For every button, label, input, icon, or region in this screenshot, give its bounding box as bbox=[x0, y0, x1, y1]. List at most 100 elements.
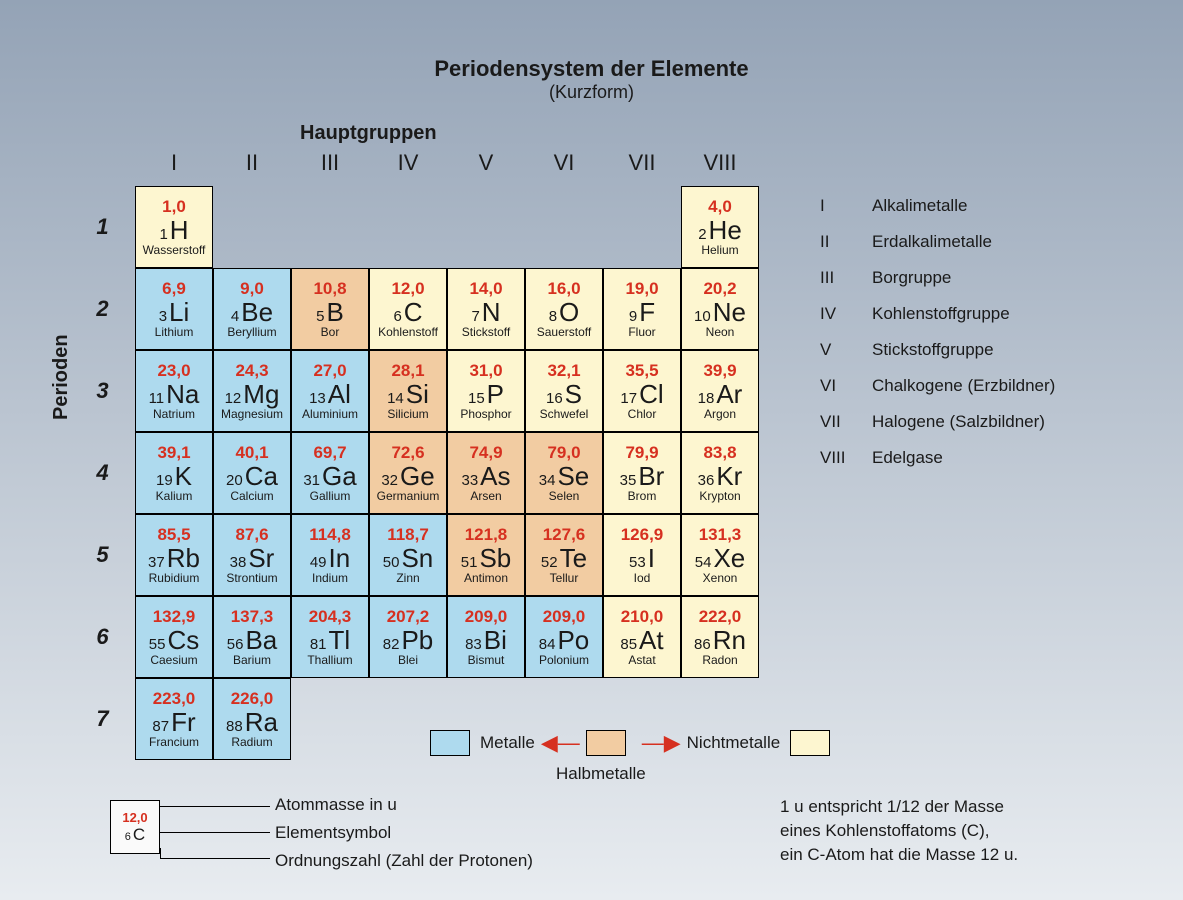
element-mass: 207,2 bbox=[387, 608, 430, 625]
element-symbol: Sn bbox=[401, 545, 433, 571]
element-symbol: Rb bbox=[167, 545, 200, 571]
element-symbol: N bbox=[482, 299, 501, 325]
column-header: VI bbox=[525, 150, 603, 176]
element-mass: 204,3 bbox=[309, 608, 352, 625]
element-symbol: Ra bbox=[245, 709, 278, 735]
element-name: Caesium bbox=[150, 654, 197, 666]
element-symbol: Te bbox=[560, 545, 587, 571]
element-number: 53 bbox=[629, 555, 646, 570]
element-symbol: Ba bbox=[245, 627, 277, 653]
category-legend: Metalle ◀— —▶ Nichtmetalle bbox=[430, 730, 840, 756]
element-mass: 114,8 bbox=[309, 526, 351, 543]
element-mass: 4,0 bbox=[708, 198, 732, 215]
element-cell: 27,013AlAluminium bbox=[291, 350, 369, 432]
element-number: 32 bbox=[381, 473, 398, 488]
label-metalle: Metalle bbox=[480, 733, 535, 753]
element-symbol: C bbox=[404, 299, 423, 325]
element-cell: 79,034SeSelen bbox=[525, 432, 603, 514]
group-number: III bbox=[820, 268, 872, 288]
element-name: Blei bbox=[398, 654, 418, 666]
group-number: VI bbox=[820, 376, 872, 396]
group-number: II bbox=[820, 232, 872, 252]
element-mass: 28,1 bbox=[391, 362, 424, 379]
element-cell: 209,084PoPolonium bbox=[525, 596, 603, 678]
element-mass: 35,5 bbox=[625, 362, 658, 379]
group-name: Borgruppe bbox=[872, 268, 951, 288]
element-number: 1 bbox=[159, 227, 167, 242]
element-cell: 222,086RnRadon bbox=[681, 596, 759, 678]
element-symbol: I bbox=[648, 545, 655, 571]
element-number: 51 bbox=[461, 555, 478, 570]
element-name: Sauerstoff bbox=[537, 326, 591, 338]
element-mass: 79,9 bbox=[625, 444, 658, 461]
group-name: Erdalkalimetalle bbox=[872, 232, 992, 252]
element-mass: 12,0 bbox=[391, 280, 424, 297]
element-number: 88 bbox=[226, 719, 243, 734]
element-mass: 85,5 bbox=[157, 526, 190, 543]
group-legend-row: IIIBorgruppe bbox=[820, 268, 1055, 288]
swatch-metal bbox=[430, 730, 470, 756]
element-cell: 132,955CsCaesium bbox=[135, 596, 213, 678]
element-number: 35 bbox=[620, 473, 637, 488]
key-label-ordnungszahl: Ordnungszahl (Zahl der Protonen) bbox=[275, 851, 533, 871]
group-legend-row: VIIHalogene (Salzbildner) bbox=[820, 412, 1055, 432]
element-name: Kalium bbox=[156, 490, 193, 502]
element-mass: 118,7 bbox=[387, 526, 429, 543]
element-name: Wasserstoff bbox=[143, 244, 206, 256]
row-header: 1 bbox=[80, 186, 125, 268]
element-mass: 14,0 bbox=[469, 280, 502, 297]
element-cell: 12,06CKohlenstoff bbox=[369, 268, 447, 350]
key-label-atommasse: Atommasse in u bbox=[275, 795, 533, 815]
element-cell: 223,087FrFrancium bbox=[135, 678, 213, 760]
element-name: Gallium bbox=[310, 490, 351, 502]
element-name: Strontium bbox=[226, 572, 277, 584]
element-symbol: H bbox=[170, 217, 189, 243]
label-nichtmetalle: Nichtmetalle bbox=[687, 733, 781, 753]
element-name: Radon bbox=[702, 654, 737, 666]
element-mass: 32,1 bbox=[547, 362, 580, 379]
element-number: 10 bbox=[694, 309, 711, 324]
element-symbol: Ga bbox=[322, 463, 357, 489]
element-name: Beryllium bbox=[227, 326, 276, 338]
element-number: 37 bbox=[148, 555, 165, 570]
legend-key-cell: 12,0 6 C bbox=[110, 800, 160, 854]
element-number: 8 bbox=[549, 309, 557, 324]
element-number: 4 bbox=[231, 309, 239, 324]
element-cell: 6,93LiLithium bbox=[135, 268, 213, 350]
element-mass: 69,7 bbox=[313, 444, 346, 461]
element-symbol: Si bbox=[406, 381, 429, 407]
element-name: Germanium bbox=[377, 490, 440, 502]
element-name: Indium bbox=[312, 572, 348, 584]
arrow-left-icon: ◀— bbox=[541, 730, 580, 756]
swatch-nonmetal bbox=[790, 730, 830, 756]
element-cell: 69,731GaGallium bbox=[291, 432, 369, 514]
group-number: VII bbox=[820, 412, 872, 432]
group-number: IV bbox=[820, 304, 872, 324]
element-cell: 126,953IIod bbox=[603, 514, 681, 596]
column-header: V bbox=[447, 150, 525, 176]
element-symbol: Na bbox=[166, 381, 199, 407]
element-name: Chlor bbox=[628, 408, 657, 420]
element-cell: 32,116SSchwefel bbox=[525, 350, 603, 432]
element-number: 85 bbox=[620, 637, 637, 652]
element-number: 3 bbox=[159, 309, 167, 324]
element-cell: 121,851SbAntimon bbox=[447, 514, 525, 596]
element-cell: 207,282PbBlei bbox=[369, 596, 447, 678]
element-number: 33 bbox=[461, 473, 478, 488]
element-name: Astat bbox=[628, 654, 655, 666]
element-mass: 132,9 bbox=[153, 608, 196, 625]
element-number: 19 bbox=[156, 473, 173, 488]
element-mass: 209,0 bbox=[543, 608, 586, 625]
group-name: Kohlenstoffgruppe bbox=[872, 304, 1010, 324]
group-number: I bbox=[820, 196, 872, 216]
group-legend-row: IAlkalimetalle bbox=[820, 196, 1055, 216]
element-symbol: As bbox=[480, 463, 510, 489]
element-cell: 74,933AsArsen bbox=[447, 432, 525, 514]
key-line-1 bbox=[160, 806, 270, 807]
element-name: Brom bbox=[628, 490, 657, 502]
element-symbol: Bi bbox=[484, 627, 507, 653]
element-mass: 226,0 bbox=[231, 690, 274, 707]
group-legend-row: IIErdalkalimetalle bbox=[820, 232, 1055, 252]
element-symbol: Mg bbox=[243, 381, 279, 407]
element-mass: 223,0 bbox=[153, 690, 196, 707]
